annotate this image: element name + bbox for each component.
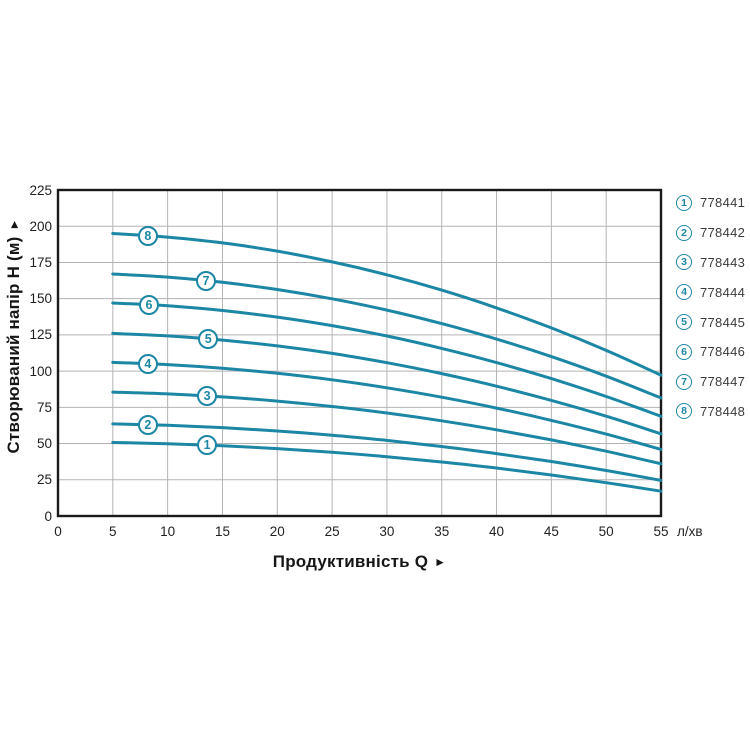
legend-number-badge-7: 7	[676, 373, 692, 390]
y-tick-label-175: 175	[29, 254, 52, 270]
plot-border	[56, 188, 663, 518]
x-tick-label-50: 50	[598, 524, 614, 539]
legend-item-code: 778445	[700, 314, 746, 330]
legend-number-badge-8: 8	[676, 403, 692, 420]
curve-label-badge-7: 7	[196, 270, 216, 291]
x-tick-label-0: 0	[54, 524, 62, 539]
legend-item-5: 5 778445	[676, 307, 745, 337]
y-tick-label-0: 0	[44, 508, 52, 524]
up-arrow-icon: ►	[7, 218, 21, 231]
legend-item-6: 6 778446	[676, 337, 745, 367]
legend-number-badge-1: 1	[676, 194, 692, 211]
legend-item-code: 778447	[700, 374, 746, 390]
y-axis-title: Створюваний напір H (м) ►	[4, 165, 24, 507]
legend-item-4: 4 778444	[676, 277, 745, 307]
x-tick-label-5: 5	[109, 524, 117, 539]
pump-curve-8	[111, 232, 663, 377]
x-axis-title: Продуктивність Q ►	[58, 552, 661, 572]
legend-number-badge-3: 3	[676, 254, 692, 271]
x-axis-title-text: Продуктивність Q	[272, 552, 429, 571]
x-axis-unit-label: л/хв	[677, 524, 703, 539]
legend-number-badge-4: 4	[676, 284, 692, 301]
curve-label-badge-8: 8	[137, 225, 158, 246]
y-tick-label-25: 25	[36, 472, 52, 488]
legend-item-7: 7 778447	[676, 367, 745, 397]
x-tick-label-40: 40	[489, 524, 505, 539]
legend-item-8: 8 778448	[676, 397, 745, 427]
x-tick-label-45: 45	[543, 524, 559, 539]
legend-item-code: 778448	[700, 403, 746, 419]
x-tick-label-35: 35	[434, 524, 450, 539]
pump-curve-4	[111, 360, 663, 451]
x-tick-label-15: 15	[214, 524, 230, 539]
legend-item-3: 3 778443	[676, 248, 745, 278]
legend-item-code: 778442	[700, 225, 746, 241]
legend-item-code: 778443	[700, 254, 746, 270]
curve-label-badge-1: 1	[197, 435, 218, 456]
y-tick-label-75: 75	[36, 399, 52, 415]
y-tick-label-100: 100	[29, 363, 52, 379]
curve-label-badge-6: 6	[138, 294, 159, 315]
legend-item-2: 2 778442	[676, 218, 745, 248]
curve-label-badge-5: 5	[198, 329, 219, 349]
y-tick-label-150: 150	[29, 291, 52, 307]
x-tick-label-30: 30	[379, 524, 395, 539]
legend-item-code: 778441	[700, 195, 746, 211]
x-tick-label-25: 25	[324, 524, 340, 539]
legend: 1 778441 2 778442 3 778443 4 778444 5 778445 6 7784…	[676, 188, 745, 426]
curve-label-badge-4: 4	[137, 353, 158, 374]
legend-item-code: 778444	[700, 284, 746, 300]
pump-curve-2	[111, 422, 663, 482]
y-tick-label-200: 200	[29, 218, 52, 234]
legend-item-1: 1 778441	[676, 188, 745, 218]
legend-number-badge-2: 2	[676, 224, 692, 241]
curve-label-badge-2: 2	[137, 414, 158, 435]
x-tick-label-10: 10	[160, 524, 176, 539]
x-tick-label-20: 20	[269, 524, 285, 539]
curve-label-badge-3: 3	[197, 386, 218, 407]
right-arrow-icon: ►	[434, 555, 447, 569]
y-axis-title-text: Створюваний напір H (м)	[4, 236, 23, 454]
legend-item-code: 778446	[700, 344, 746, 360]
y-tick-label-125: 125	[29, 327, 52, 343]
y-tick-label-225: 225	[29, 182, 52, 198]
legend-number-badge-5: 5	[676, 314, 692, 331]
y-tick-label-50: 50	[36, 436, 52, 452]
pump-curve-6	[111, 301, 663, 418]
legend-number-badge-6: 6	[676, 343, 692, 360]
x-tick-label-55: 55	[653, 524, 669, 539]
